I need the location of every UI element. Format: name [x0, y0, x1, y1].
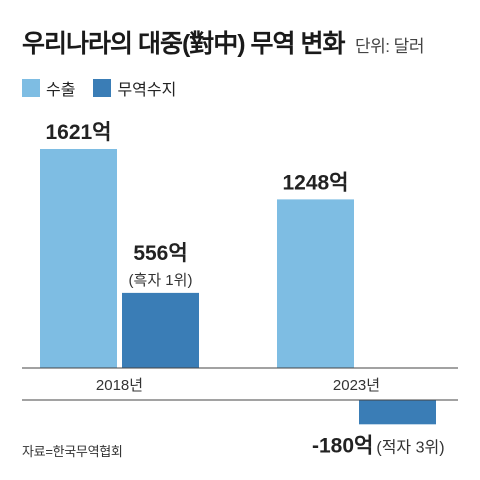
bar-export-0 [40, 149, 117, 368]
data-label-1-1: -180억 (적자 3위) [312, 434, 445, 457]
legend-label-export: 수출 [46, 82, 76, 99]
data-note-1-1: (적자 3위) [376, 438, 444, 456]
legend: 수출 무역수지 [22, 76, 194, 100]
bar-balance-1 [359, 400, 436, 425]
title-row: 우리나라의 대중(對中) 무역 변화 단위: 달러 [22, 24, 424, 60]
data-note-1-0: (흑자 1위) [129, 271, 193, 289]
chart-title: 우리나라의 대중(對中) 무역 변화 [22, 30, 345, 58]
legend-swatch-balance [93, 79, 112, 97]
source-note: 자료=한국무역협회 [22, 444, 123, 459]
category-label-0: 2018년 [96, 377, 143, 394]
unit-label: 단위: 달러 [354, 37, 425, 56]
bar-export-1 [277, 199, 354, 368]
data-label-0-1: 1248억 [282, 171, 348, 194]
data-label-0-0: 1621억 [45, 121, 111, 144]
bar-balance-0 [122, 292, 199, 368]
legend-item-export: 수출 [22, 76, 75, 100]
legend-label-balance: 무역수지 [117, 82, 177, 99]
category-label-1: 2023년 [333, 377, 380, 394]
legend-swatch-export [22, 79, 40, 97]
data-label-1-0: 556억 [133, 242, 187, 265]
legend-item-balance: 무역수지 [93, 76, 176, 100]
